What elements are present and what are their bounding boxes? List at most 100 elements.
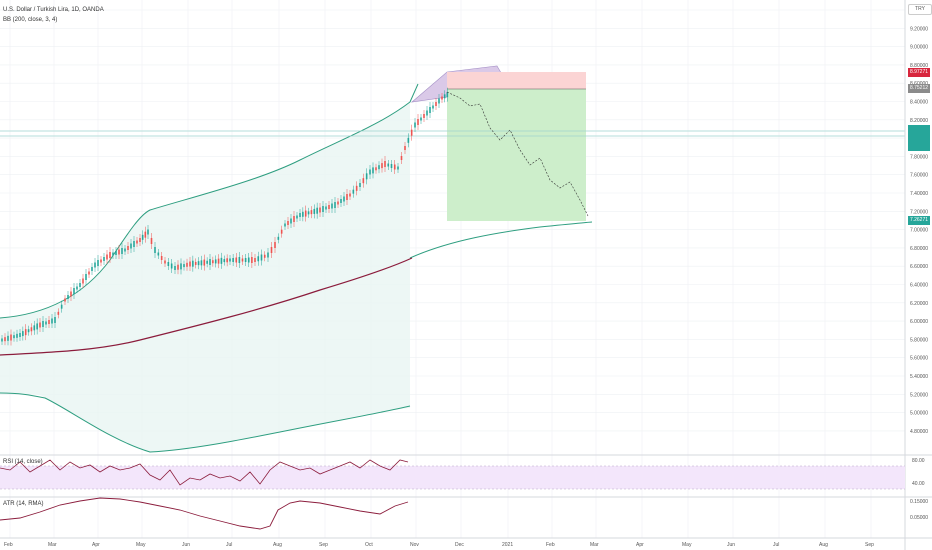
candle-body <box>106 254 108 260</box>
candle-body <box>76 286 78 290</box>
price-axis[interactable]: 9.400009.200009.000008.800008.600008.400… <box>910 8 928 435</box>
candle-body <box>432 105 434 109</box>
candle-body <box>280 229 283 234</box>
rsi-axis: 80.00 40.00 <box>912 458 925 487</box>
candle-body <box>325 206 327 210</box>
candle-body <box>189 261 191 267</box>
candle-body <box>372 167 374 174</box>
candle-body <box>410 129 413 136</box>
candle-body <box>390 164 393 168</box>
candle-body <box>174 266 176 270</box>
atr-line <box>0 497 409 530</box>
candle-body <box>352 189 355 194</box>
candle-body <box>154 247 156 253</box>
price-axis-label: 9.20000 <box>910 26 928 32</box>
bb-indicator-legend[interactable]: BB (200, close, 3, 4) <box>3 17 58 23</box>
rsi-legend[interactable]: RSI (14, close) <box>3 459 43 465</box>
bb-projection <box>409 221 593 259</box>
stop-loss-zone[interactable] <box>447 72 586 89</box>
candle-body <box>387 163 390 167</box>
candle-body <box>343 196 345 202</box>
candle-body <box>393 164 396 170</box>
candle-body <box>349 193 351 197</box>
atr-legend[interactable]: ATR (14, RMA) <box>3 501 44 507</box>
price-axis-label: 6.40000 <box>910 283 928 289</box>
candle-body <box>79 283 81 287</box>
candlestick-series[interactable] <box>1 87 449 346</box>
time-axis[interactable]: Feb Mar Apr May Jun Jul Aug Sep Oct Nov Dec 2021 Feb… <box>4 542 874 548</box>
candle-body <box>247 257 250 263</box>
candle-body <box>206 260 208 264</box>
candle-body <box>27 329 30 333</box>
time-axis-label: Apr <box>636 542 644 548</box>
candle-body <box>94 262 96 268</box>
candle-body <box>97 260 99 266</box>
candle-body <box>160 256 163 260</box>
candle-body <box>48 320 50 324</box>
price-axis-label: 5.60000 <box>910 356 928 362</box>
candle-body <box>359 183 361 187</box>
candle-body <box>141 234 144 240</box>
candle-body <box>384 161 386 167</box>
candle-body <box>91 267 93 271</box>
candle-body <box>150 238 153 244</box>
candle-body <box>64 298 66 302</box>
candle-body <box>214 259 217 264</box>
candle-body <box>112 252 114 256</box>
candle-body <box>270 247 273 253</box>
price-axis-label: 8.20000 <box>910 118 928 124</box>
candle-body <box>235 257 238 263</box>
candle-body <box>337 201 339 205</box>
candle-body <box>67 295 69 299</box>
candle-body <box>4 337 6 342</box>
currency-badge[interactable]: TRY <box>908 4 932 15</box>
candle-body <box>115 251 117 255</box>
candle-body <box>57 311 60 315</box>
candle-body <box>293 216 295 222</box>
candle-body <box>24 329 27 336</box>
candle-body <box>212 260 214 264</box>
candle-body <box>251 257 253 263</box>
bb-basis <box>0 257 413 356</box>
candle-body <box>378 165 380 170</box>
forecast-path <box>446 91 589 217</box>
candle-body <box>414 122 416 128</box>
candle-body <box>355 185 358 191</box>
time-axis-label: Aug <box>273 542 282 548</box>
time-axis-label: Jun <box>182 542 190 548</box>
candle-body <box>200 260 203 266</box>
price-axis-label: 7.60000 <box>910 173 928 179</box>
candle-body <box>54 317 56 323</box>
candle-body <box>340 199 342 203</box>
candle-body <box>22 331 24 337</box>
candle-body <box>147 229 149 235</box>
candle-body <box>290 218 292 224</box>
candle-body <box>331 203 333 209</box>
candle-body <box>438 98 440 104</box>
symbol-title[interactable]: U.S. Dollar / Turkish Lira, 1D, OANDA <box>3 7 104 13</box>
time-axis-label: Feb <box>4 542 13 548</box>
candle-body <box>232 258 234 262</box>
candle-body <box>180 263 182 270</box>
take-profit-zone[interactable] <box>447 89 586 221</box>
price-axis-label: 8.40000 <box>910 100 928 106</box>
time-axis-label: May <box>682 542 692 548</box>
candle-body <box>277 236 280 240</box>
candle-body <box>19 333 21 337</box>
candle-body <box>197 261 200 266</box>
candle-body <box>124 248 126 252</box>
price-axis-label: 4.80000 <box>910 429 928 435</box>
time-axis-label: Feb <box>546 542 555 548</box>
candle-body <box>400 156 403 160</box>
candle-body <box>82 278 84 284</box>
candle-body <box>420 117 422 121</box>
candle-body <box>183 264 185 268</box>
price-axis-label: 5.00000 <box>910 411 928 417</box>
bb-lower-band <box>0 392 411 453</box>
atr-axis-label: 0.15000 <box>910 499 928 505</box>
rsi-band-fill <box>0 466 905 489</box>
candle-body <box>304 210 307 217</box>
price-axis-label: 5.80000 <box>910 337 928 343</box>
time-axis-label: 2021 <box>502 542 513 548</box>
